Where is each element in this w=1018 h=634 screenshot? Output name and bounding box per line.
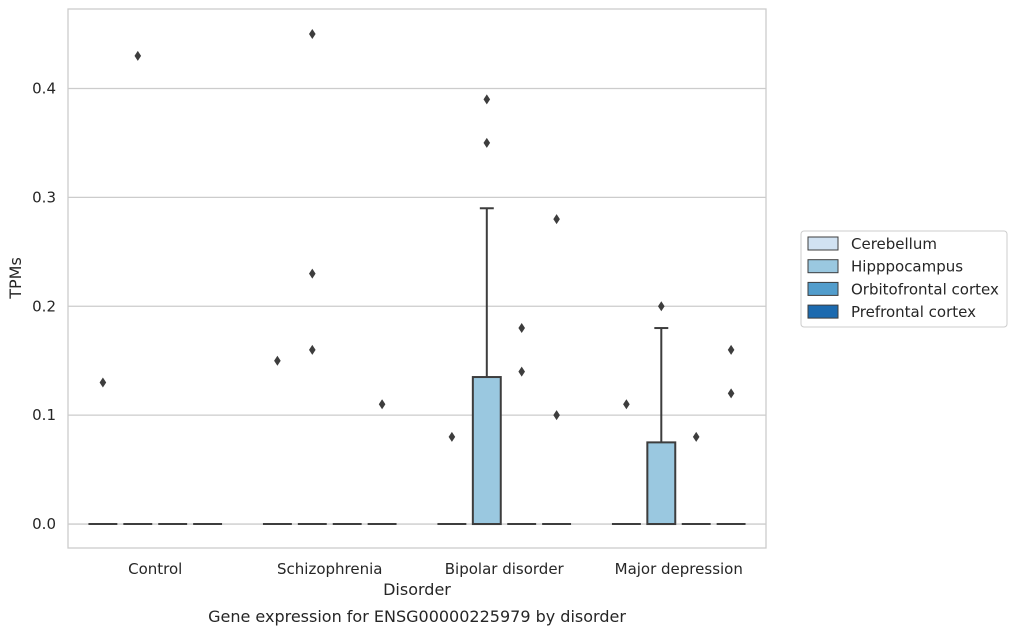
- outlier-point: [274, 355, 281, 366]
- legend-label: Hipppocampus: [851, 258, 963, 276]
- outlier-point: [483, 137, 491, 148]
- x-tick-label: Major depression: [615, 560, 743, 578]
- outlier-point: [309, 268, 316, 279]
- plot-marks: [88, 29, 746, 526]
- x-tick-labels: Control Schizophrenia Bipolar disorder Majo…: [128, 560, 743, 578]
- legend-frame: [800, 230, 1008, 328]
- outlier-point: [378, 399, 386, 410]
- outlier-point: [518, 323, 525, 334]
- legend-swatch: [807, 259, 839, 274]
- y-tick-label: 0.1: [32, 406, 56, 424]
- legend-label: Cerebellum: [851, 235, 937, 253]
- outlier-point: [483, 94, 491, 105]
- y-tick-label: 0.4: [32, 79, 56, 97]
- y-tick-label: 0.3: [32, 188, 56, 206]
- x-axis-label: Disorder: [383, 580, 451, 599]
- outlier-point: [448, 431, 456, 442]
- outlier-point: [727, 344, 735, 355]
- outlier-point: [309, 344, 316, 355]
- legend-label: Prefrontal cortex: [851, 303, 976, 321]
- legend-swatch: [807, 304, 839, 319]
- box: [646, 441, 677, 526]
- outlier-point: [692, 431, 700, 442]
- y-tick-label: 0.2: [32, 297, 56, 315]
- box: [471, 376, 502, 526]
- outlier-point: [553, 214, 560, 225]
- x-tick-label: Bipolar disorder: [445, 560, 565, 578]
- legend-label: Orbitofrontal cortex: [851, 280, 999, 298]
- outlier-point: [134, 50, 142, 61]
- legend-swatch: [807, 236, 839, 251]
- outlier-point: [553, 410, 560, 421]
- outlier-point: [99, 377, 107, 388]
- x-tick-label: Schizophrenia: [277, 560, 382, 578]
- outlier-point: [623, 399, 630, 410]
- y-axis-label: TPMs: [6, 257, 25, 300]
- legend: Cerebellum Hipppocampus Orbitofrontal cort…: [800, 230, 1008, 328]
- outlier-point: [518, 366, 525, 377]
- y-tick-label: 0.0: [32, 515, 56, 533]
- legend-swatch: [807, 281, 839, 296]
- y-tick-labels: 0.0 0.1 0.2 0.3 0.4: [32, 79, 56, 533]
- chart-caption: Gene expression for ENSG00000225979 by d…: [208, 607, 626, 626]
- outlier-point: [309, 29, 316, 40]
- plot-frame: [67, 8, 767, 549]
- outlier-point: [727, 388, 735, 399]
- outlier-point: [658, 301, 665, 312]
- x-tick-label: Control: [128, 560, 182, 578]
